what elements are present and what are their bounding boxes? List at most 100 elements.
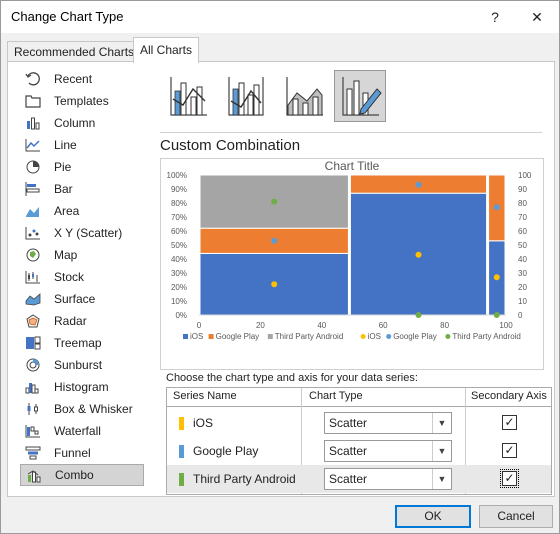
sidebar-item-surface[interactable]: Surface bbox=[20, 288, 144, 310]
sidebar-item-templates[interactable]: Templates bbox=[20, 90, 144, 112]
legend-label: iOS bbox=[190, 332, 203, 341]
legend-marker bbox=[267, 334, 273, 339]
scatter-point-1 bbox=[271, 237, 278, 244]
sidebar-item-box-whisker[interactable]: Box & Whisker bbox=[20, 398, 144, 420]
chart-type-select[interactable]: Scatter ▼ bbox=[324, 412, 452, 434]
sidebar-item-waterfall[interactable]: Waterfall bbox=[20, 420, 144, 442]
stacked-area-clustered-column-icon bbox=[286, 77, 323, 116]
sidebar-item-label: Combo bbox=[55, 468, 94, 482]
sidebar-item-xy-scatter[interactable]: X Y (Scatter) bbox=[20, 222, 144, 244]
y2-tick-label: 40 bbox=[518, 255, 527, 264]
sidebar-item-treemap[interactable]: Treemap bbox=[20, 332, 144, 354]
chevron-down-icon[interactable]: ▼ bbox=[432, 441, 451, 461]
series-color-swatch bbox=[179, 445, 184, 458]
series-name: Google Play bbox=[193, 444, 259, 458]
scatter-point-0 bbox=[271, 281, 278, 288]
secondary-axis-checkbox[interactable]: ✓ bbox=[502, 415, 517, 430]
scatter-point-2 bbox=[493, 312, 500, 318]
help-button[interactable]: ? bbox=[491, 9, 499, 25]
waterfall-chart-icon bbox=[25, 425, 40, 438]
y2-tick-label: 30 bbox=[518, 269, 527, 278]
sidebar-item-radar[interactable]: Radar bbox=[20, 310, 144, 332]
legend-marker bbox=[386, 334, 392, 339]
scatter-point-2 bbox=[415, 312, 422, 318]
line-chart-icon bbox=[25, 139, 40, 152]
legend-label: Third Party Android bbox=[452, 332, 520, 341]
sidebar-item-label: Histogram bbox=[54, 380, 109, 394]
sidebar-item-label: Templates bbox=[54, 94, 109, 108]
sidebar-item-label: Area bbox=[54, 204, 80, 218]
scatter-point-1 bbox=[493, 204, 500, 211]
sidebar-item-line[interactable]: Line bbox=[20, 134, 144, 156]
recent-icon bbox=[25, 72, 40, 86]
sidebar-item-funnel[interactable]: Funnel bbox=[20, 442, 144, 464]
x-tick-label: 20 bbox=[256, 321, 265, 330]
sidebar-item-label: Recent bbox=[54, 72, 93, 86]
secondary-axis-checkbox[interactable]: ✓ bbox=[500, 469, 519, 488]
title-bar: Change Chart Type ? ✕ bbox=[1, 1, 559, 33]
sidebar-item-column[interactable]: Column bbox=[20, 112, 144, 134]
clustered-column-line-secondary-axis-icon bbox=[228, 77, 264, 116]
tab-recommended-charts[interactable]: Recommended Charts bbox=[7, 41, 142, 62]
column-divider bbox=[465, 388, 466, 494]
dialog-title: Change Chart Type bbox=[11, 9, 124, 24]
sidebar-item-stock[interactable]: Stock bbox=[20, 266, 144, 288]
pie-chart-icon bbox=[26, 160, 40, 174]
series-name: Third Party Android bbox=[193, 472, 296, 486]
series-name: iOS bbox=[193, 416, 214, 430]
y-tick-label: 50% bbox=[171, 241, 187, 250]
legend-label: Third Party Android bbox=[275, 332, 343, 341]
map-chart-icon bbox=[26, 248, 40, 262]
sidebar-item-combo[interactable]: Combo bbox=[20, 464, 144, 486]
chevron-down-icon[interactable]: ▼ bbox=[432, 413, 451, 433]
y2-tick-label: 100 bbox=[518, 171, 532, 180]
secondary-axis-checkbox[interactable]: ✓ bbox=[502, 443, 517, 458]
sidebar-item-sunburst[interactable]: Sunburst bbox=[20, 354, 144, 376]
chevron-down-icon[interactable]: ▼ bbox=[432, 469, 451, 489]
combo-subtype-custom-combination[interactable] bbox=[334, 70, 386, 122]
y-tick-label: 100% bbox=[167, 171, 187, 180]
sidebar-item-label: Sunburst bbox=[54, 358, 103, 372]
all-charts-panel: Recent Templates Column Line Pie Bar bbox=[7, 61, 555, 497]
sidebar-item-label: Column bbox=[54, 116, 96, 130]
series-row-ios: iOS Scatter ▼ ✓ bbox=[167, 409, 551, 437]
sidebar-item-pie[interactable]: Pie bbox=[20, 156, 144, 178]
y2-tick-label: 0 bbox=[518, 311, 523, 320]
legend-label: Google Play bbox=[216, 332, 260, 341]
sidebar-item-map[interactable]: Map bbox=[20, 244, 144, 266]
y-tick-label: 10% bbox=[171, 297, 187, 306]
sidebar-item-recent[interactable]: Recent bbox=[20, 68, 144, 90]
y2-tick-label: 20 bbox=[518, 283, 527, 292]
y2-tick-label: 70 bbox=[518, 213, 527, 222]
y2-tick-label: 50 bbox=[518, 241, 527, 250]
chart-type-list: Recent Templates Column Line Pie Bar bbox=[20, 68, 144, 486]
cancel-button[interactable]: Cancel bbox=[479, 505, 553, 528]
combo-subtype-stacked-area-column[interactable] bbox=[278, 70, 330, 122]
chart-preview-svg: Chart Title 0% 10% 20% 30% 40% 50% 60% 70% 80% 90%… bbox=[167, 159, 532, 341]
x-tick-label: 0 bbox=[197, 321, 202, 330]
scatter-chart-icon bbox=[25, 227, 40, 240]
series-grid-header: Series Name Chart Type Secondary Axis bbox=[167, 388, 551, 407]
header-chart-type: Chart Type bbox=[309, 390, 363, 402]
sidebar-item-label: Treemap bbox=[54, 336, 102, 350]
chart-type-select[interactable]: Scatter ▼ bbox=[324, 468, 452, 490]
scatter-point-1 bbox=[415, 181, 422, 188]
histogram-chart-icon bbox=[25, 383, 39, 394]
combo-subtype-secondary-axis[interactable] bbox=[220, 70, 272, 122]
ok-button[interactable]: OK bbox=[395, 505, 471, 528]
series-row-third-party-android: Third Party Android Scatter ▼ ✓ bbox=[167, 465, 551, 493]
combo-subtype-clustered-column-line[interactable] bbox=[162, 70, 214, 122]
sidebar-item-bar[interactable]: Bar bbox=[20, 178, 144, 200]
series-grid: Series Name Chart Type Secondary Axis iO… bbox=[166, 387, 552, 495]
scatter-point-0 bbox=[493, 274, 500, 281]
y-tick-label: 20% bbox=[171, 283, 187, 292]
sidebar-item-area[interactable]: Area bbox=[20, 200, 144, 222]
close-button[interactable]: ✕ bbox=[531, 9, 543, 25]
y2-tick-label: 90 bbox=[518, 185, 527, 194]
tab-all-charts[interactable]: All Charts bbox=[133, 37, 200, 63]
sidebar-item-histogram[interactable]: Histogram bbox=[20, 376, 144, 398]
chart-type-select[interactable]: Scatter ▼ bbox=[324, 440, 452, 462]
sidebar-item-label: Line bbox=[54, 138, 77, 152]
sidebar-item-label: Pie bbox=[54, 160, 72, 174]
